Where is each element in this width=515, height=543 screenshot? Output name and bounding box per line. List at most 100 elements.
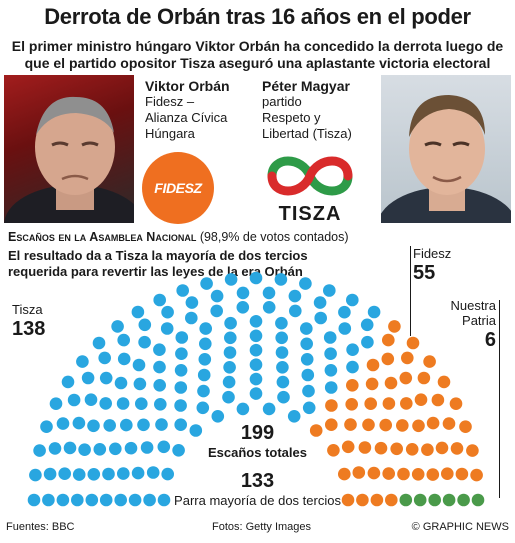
seat-fidesz: [414, 393, 428, 407]
seat-fidesz: [401, 351, 414, 365]
seat-fidesz: [382, 467, 396, 480]
seat-tisza: [153, 293, 166, 307]
seat-tisza: [287, 410, 301, 423]
seat-tisza: [300, 337, 314, 351]
seat-fidesz: [325, 399, 338, 412]
seat-tisza: [131, 305, 145, 319]
seat-fidesz: [470, 468, 483, 482]
seat-fidesz: [405, 443, 419, 456]
seat-fidesz: [411, 468, 425, 481]
seat-fidesz: [450, 442, 464, 455]
seat-tisza: [313, 296, 327, 309]
copyright-credit: © GRAPHIC NEWS: [411, 521, 509, 533]
section-title-text: Escaños en la Asamblea Nacional: [8, 230, 197, 244]
seat-tisza: [33, 444, 46, 457]
seat-fidesz: [421, 443, 434, 457]
seat-tisza: [27, 493, 41, 507]
party-name: Fidesz: [413, 246, 452, 261]
seat-tisza: [138, 318, 152, 332]
seat-tisza: [40, 420, 53, 434]
seat-tisza: [262, 402, 276, 416]
seat-tisza: [87, 419, 100, 433]
seat-fidesz: [466, 444, 479, 457]
seat-tisza: [300, 322, 313, 335]
seat-tisza: [249, 372, 263, 386]
result-note: El resultado da a Tisza la mayoría de do…: [8, 248, 388, 280]
seat-tisza: [49, 397, 63, 411]
seat-fidesz: [396, 419, 409, 432]
seat-tisza: [185, 296, 199, 309]
seat-tisza: [361, 335, 374, 349]
seat-tisza: [71, 493, 84, 507]
seat-tisza: [92, 336, 106, 350]
seat-tisza: [199, 337, 212, 351]
seat-tisza: [102, 467, 115, 481]
seat-tisza: [61, 375, 75, 389]
seat-fidesz: [459, 420, 472, 434]
seat-tisza: [56, 493, 70, 507]
seat-fidesz: [345, 398, 359, 411]
seat-tisza: [98, 351, 111, 365]
seat-tisza: [198, 353, 212, 366]
seat-fidesz: [397, 467, 410, 481]
tisza-logo: TISZA: [262, 148, 358, 226]
seat-tisza: [146, 466, 160, 479]
seat-tisza: [160, 322, 174, 335]
seat-fidesz: [455, 467, 469, 481]
seat-fidesz: [385, 493, 398, 507]
candidate-name: Péter Magyar: [262, 78, 350, 94]
party-line: partido: [262, 94, 302, 109]
seat-tisza: [262, 286, 276, 300]
seat-tisza: [300, 353, 314, 366]
seat-tisza: [109, 442, 122, 456]
seat-tisza: [128, 493, 142, 507]
seat-tisza: [87, 468, 101, 481]
seat-fidesz: [437, 375, 451, 389]
seat-tisza: [103, 419, 116, 432]
seat-tisza: [222, 375, 236, 389]
seat-fidesz: [412, 419, 425, 433]
seat-tisza: [236, 286, 250, 300]
seat-nuestra-patria: [471, 493, 485, 507]
majority-block: 133 Parra mayoría de dos tercios: [160, 470, 355, 508]
seat-fidesz: [442, 417, 456, 430]
page-subtitle: El primer ministro húngaro Viktor Orbán …: [11, 38, 504, 71]
party-seats: 6: [484, 329, 496, 351]
seat-tisza: [116, 397, 130, 410]
seat-tisza: [99, 493, 113, 507]
page-title: Derrota de Orbán tras 16 años en el pode…: [44, 4, 471, 29]
callout-fidesz: [410, 246, 411, 336]
seat-tisza: [346, 293, 359, 307]
seat-tisza: [43, 467, 57, 481]
seat-tisza: [140, 441, 154, 454]
fidesz-logo: FIDESZ: [142, 152, 214, 224]
total-seats-label: Escaños totales: [208, 445, 307, 460]
seat-fidesz: [365, 377, 379, 391]
party-name: Tisza: [12, 302, 43, 317]
seat-tisza: [78, 443, 91, 457]
seat-tisza: [346, 343, 359, 357]
party-seats: 138: [12, 318, 46, 340]
seat-tisza: [302, 401, 316, 415]
seat-fidesz: [374, 441, 388, 455]
seat-tisza: [262, 301, 276, 314]
magyar-photo: [381, 75, 511, 223]
seat-tisza: [56, 417, 70, 430]
seat-tisza: [99, 371, 113, 385]
seat-nuestra-patria: [442, 493, 456, 507]
seat-tisza: [72, 416, 86, 430]
seat-tisza: [197, 368, 211, 382]
result-note-line: El resultado da a Tisza la mayoría de do…: [8, 248, 308, 263]
seat-fidesz: [358, 441, 372, 454]
seat-fidesz: [400, 397, 413, 410]
seat-fidesz: [382, 397, 396, 410]
seat-fidesz: [366, 358, 380, 372]
seat-tisza: [236, 402, 250, 416]
seat-fidesz: [367, 466, 381, 480]
seat-tisza: [72, 468, 86, 481]
seat-fidesz: [399, 371, 413, 385]
seat-fidesz: [431, 393, 445, 407]
total-seats-value: 199: [240, 422, 275, 444]
seat-tisza: [161, 305, 174, 319]
seat-tisza: [276, 361, 289, 374]
